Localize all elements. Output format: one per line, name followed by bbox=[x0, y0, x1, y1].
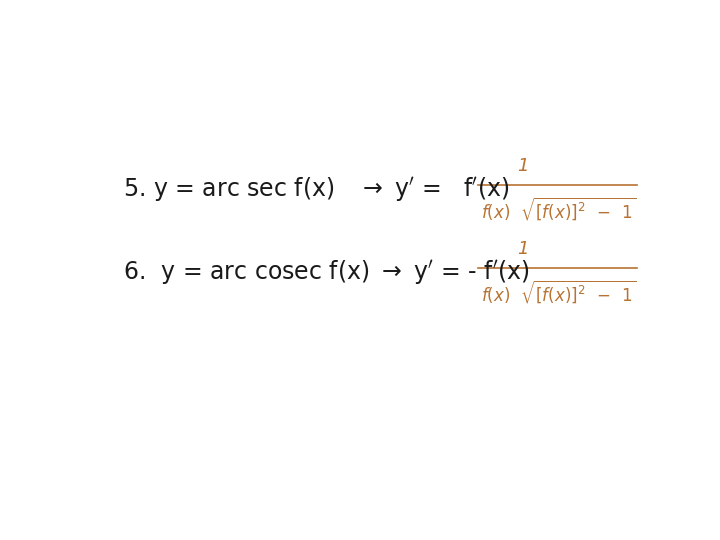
Text: 5. y = arc sec f(x)$\quad\rightarrow$ y$'$ =   f$'$(x): 5. y = arc sec f(x)$\quad\rightarrow$ y$… bbox=[124, 176, 510, 204]
Text: 6.  y = arc cosec f(x) $\rightarrow$ y$'$ = - f$'$(x): 6. y = arc cosec f(x) $\rightarrow$ y$'$… bbox=[124, 259, 531, 287]
Text: 1: 1 bbox=[517, 240, 528, 258]
Text: 1: 1 bbox=[517, 157, 528, 175]
Text: $f(x)\ \ \sqrt{[f(x)]^2\ \,-\,\ 1}$: $f(x)\ \ \sqrt{[f(x)]^2\ \,-\,\ 1}$ bbox=[481, 279, 636, 306]
Text: $f(x)\ \ \sqrt{[f(x)]^2\ \,-\,\ 1}$: $f(x)\ \ \sqrt{[f(x)]^2\ \,-\,\ 1}$ bbox=[481, 196, 636, 223]
